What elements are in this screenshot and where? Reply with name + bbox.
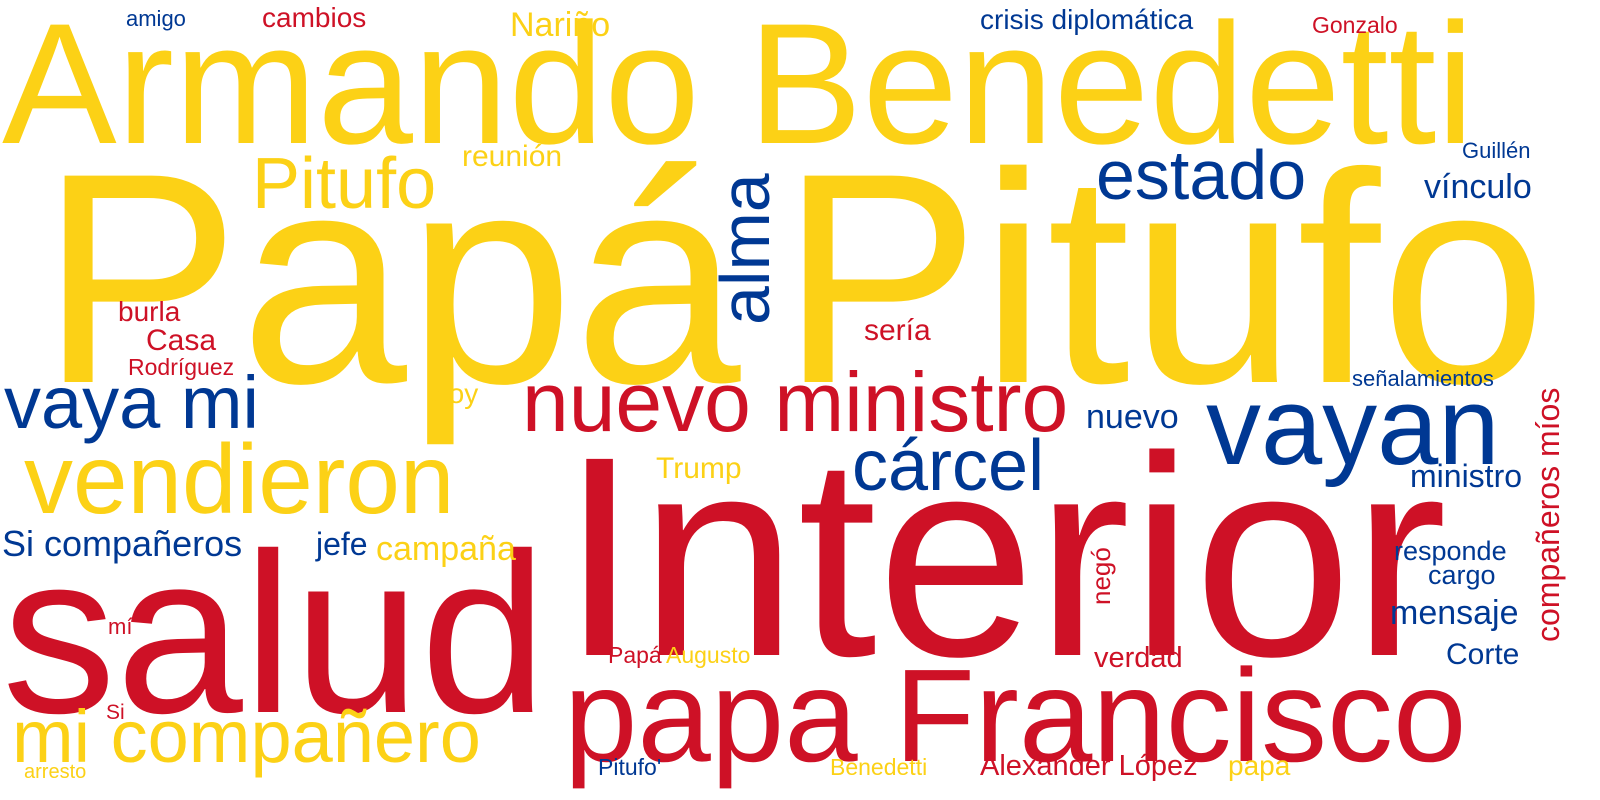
word-mi-accent: mí <box>108 614 133 639</box>
word-papa-francisco: papa Francisco <box>564 642 1467 789</box>
word-papa-large: Papá <box>40 110 741 446</box>
word-seria: sería <box>864 314 931 347</box>
word-papa-small: Papá <box>608 642 662 668</box>
word-vayan: vayan <box>1206 365 1500 488</box>
word-companeros-mios: compañeros míos <box>1530 387 1566 642</box>
word-nuevo: nuevo <box>1086 398 1179 436</box>
word-carcel: cárcel <box>852 426 1045 506</box>
word-estado: estado <box>1096 136 1307 214</box>
word-vinculo: vínculo <box>1424 168 1532 206</box>
word-rodriguez: Rodríguez <box>128 354 235 380</box>
word-papa-lower: papa <box>1228 750 1291 781</box>
word-augusto: Augusto <box>666 642 751 668</box>
word-nuevo-ministro: nuevo ministro <box>522 355 1069 449</box>
word-si-companeros: Si compañeros <box>2 523 243 564</box>
word-campana: campaña <box>376 530 516 568</box>
word-vaya-mi: vaya mi <box>4 361 259 444</box>
word-arresto: arresto <box>24 761 87 783</box>
word-mi-companero: mi compañero <box>12 695 481 778</box>
word-vendieron: vendieron <box>24 424 455 534</box>
word-narino: Nariño <box>510 6 611 44</box>
word-crisis-diplomatica: crisis diplomática <box>980 4 1194 35</box>
word-gonzalo: Gonzalo <box>1312 12 1398 38</box>
word-cargo: cargo <box>1428 560 1496 590</box>
word-alexander-lopez: Alexander López <box>980 750 1198 782</box>
word-cambios: cambios <box>262 2 367 33</box>
word-senalamientos: señalamientos <box>1352 366 1494 391</box>
word-pitufo-quote: Pitufo' <box>598 754 662 780</box>
word-si: Si <box>106 701 125 724</box>
word-salud: salud <box>2 507 548 761</box>
word-reunion: reunión <box>462 140 563 173</box>
word-pitufo-medium: Pitufo <box>252 144 437 224</box>
word-pitufo-large: Pitufo <box>780 110 1548 446</box>
word-soy: Soy <box>430 378 479 409</box>
word-benedetti: Benedetti <box>830 754 928 780</box>
word-casa: Casa <box>146 324 217 357</box>
word-guillen: Guillén <box>1462 138 1531 163</box>
word-verdad: verdad <box>1094 642 1183 674</box>
word-alma: alma <box>706 173 784 325</box>
word-amigo: amigo <box>126 6 186 31</box>
word-nego: negó <box>1086 547 1116 605</box>
word-corte: Corte <box>1446 638 1520 671</box>
word-armando-benedetti: Armando Benedetti <box>2 0 1475 180</box>
word-mensaje: mensaje <box>1390 594 1519 632</box>
word-burla: burla <box>118 296 181 327</box>
word-ministro: ministro <box>1410 458 1523 494</box>
word-jefe: jefe <box>316 526 368 562</box>
word-interior: Interior <box>560 398 1448 716</box>
word-responde: responde <box>1394 536 1507 566</box>
word-trump: Trump <box>656 452 742 485</box>
